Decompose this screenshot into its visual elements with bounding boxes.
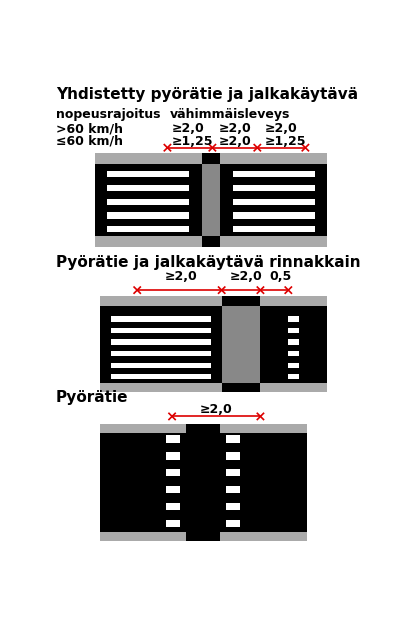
Bar (100, 296, 327, 306)
Bar (226, 520, 240, 527)
Bar (166, 503, 180, 510)
Bar (220, 164, 327, 236)
Text: 0,5: 0,5 (269, 270, 291, 283)
Bar (107, 198, 189, 205)
Bar (288, 351, 299, 356)
Text: ≤60 km/h: ≤60 km/h (56, 134, 123, 148)
Bar (111, 316, 211, 321)
Text: ≥2,0: ≥2,0 (219, 134, 251, 148)
Bar (107, 212, 189, 219)
Bar (226, 435, 240, 443)
Bar (222, 296, 260, 306)
Bar (166, 469, 180, 477)
Bar (288, 316, 299, 321)
Bar (94, 153, 327, 247)
Bar (222, 382, 260, 392)
Bar (111, 374, 211, 380)
Text: ≥2,0: ≥2,0 (265, 122, 298, 135)
Bar (233, 184, 315, 191)
Text: Yhdistetty pyörätie ja jalkakäytävä: Yhdistetty pyörätie ja jalkakäytävä (56, 87, 358, 102)
Bar (202, 236, 220, 247)
Bar (202, 153, 220, 164)
Bar (226, 503, 240, 510)
Bar (94, 153, 327, 164)
Bar (166, 520, 180, 527)
Bar (288, 339, 299, 345)
Text: ≥2,0: ≥2,0 (230, 270, 263, 283)
Bar (288, 328, 299, 333)
Bar (100, 296, 327, 392)
Bar (166, 486, 180, 493)
Bar (233, 171, 315, 177)
Text: nopeusrajoitus: nopeusrajoitus (56, 108, 160, 122)
Bar (107, 226, 189, 233)
Bar (233, 212, 315, 219)
Bar (233, 226, 315, 233)
Bar (111, 328, 211, 333)
Bar (288, 363, 299, 368)
Bar (260, 306, 327, 382)
Text: ≥2,0: ≥2,0 (164, 270, 197, 283)
Text: >60 km/h: >60 km/h (56, 122, 123, 135)
Bar (107, 184, 189, 191)
Bar (100, 434, 307, 532)
Text: ≥2,0: ≥2,0 (200, 403, 233, 415)
Bar (94, 236, 327, 247)
Bar (100, 424, 307, 541)
Text: ≥2,0: ≥2,0 (172, 122, 205, 135)
Bar (111, 339, 211, 345)
Bar (107, 171, 189, 177)
Bar (100, 382, 327, 392)
Bar (166, 435, 180, 443)
Bar (226, 486, 240, 493)
Bar (226, 469, 240, 477)
Text: ≥1,25: ≥1,25 (265, 134, 306, 148)
Bar (186, 424, 220, 434)
Bar (100, 532, 307, 541)
Text: ≥1,25: ≥1,25 (172, 134, 214, 148)
Bar (288, 374, 299, 380)
Bar (111, 363, 211, 368)
Text: vähimmäisleveys: vähimmäisleveys (170, 108, 290, 122)
Bar (233, 198, 315, 205)
Bar (166, 452, 180, 460)
Bar (100, 424, 307, 434)
Bar (100, 306, 222, 382)
Text: Pyörätie ja jalkakäytävä rinnakkain: Pyörätie ja jalkakäytävä rinnakkain (56, 255, 360, 269)
Bar (111, 351, 211, 356)
Bar (186, 532, 220, 541)
Text: Pyörätie: Pyörätie (56, 391, 128, 405)
Text: ≥2,0: ≥2,0 (219, 122, 251, 135)
Bar (94, 164, 202, 236)
Bar (226, 452, 240, 460)
